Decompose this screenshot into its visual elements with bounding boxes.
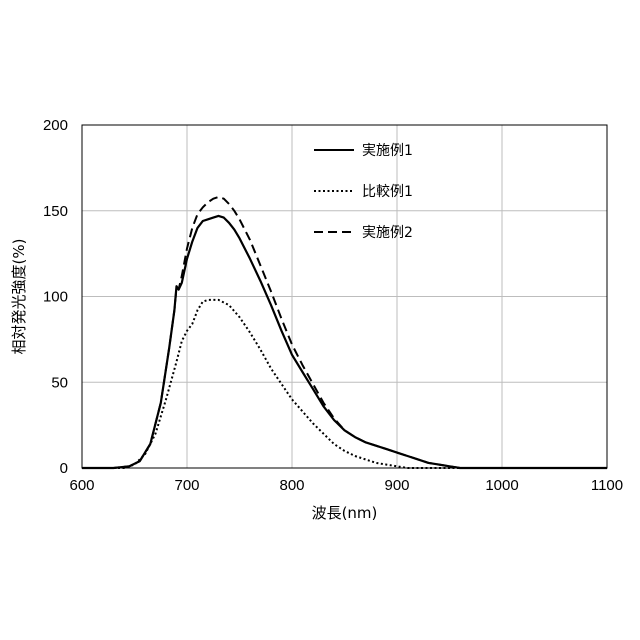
x-tick-label: 600 <box>69 477 94 494</box>
series-line-3 <box>82 197 607 468</box>
y-axis-label: 相対発光強度(%) <box>10 239 28 355</box>
y-tick-label: 150 <box>43 203 68 220</box>
x-axis-label: 波長(nm) <box>312 504 378 522</box>
series-line-2 <box>82 300 607 468</box>
legend-label-1: 実施例1 <box>362 143 413 159</box>
y-tick-label: 50 <box>51 374 68 391</box>
tick-labels: 600 700 800 900 1000 1100 0 50 100 150 200 <box>43 117 623 494</box>
x-tick-label: 1100 <box>591 477 623 494</box>
y-tick-label: 0 <box>60 460 68 477</box>
x-tick-label: 1000 <box>485 477 518 494</box>
legend-label-3: 実施例2 <box>362 225 413 241</box>
y-tick-label: 100 <box>43 289 68 306</box>
series-line-1 <box>82 216 607 468</box>
series-layer <box>82 197 607 468</box>
x-tick-label: 900 <box>384 477 409 494</box>
legend-label-2: 比較例1 <box>362 184 413 200</box>
legend: 実施例1 比較例1 実施例2 <box>314 143 413 241</box>
x-tick-label: 700 <box>174 477 199 494</box>
y-tick-label: 200 <box>43 117 68 134</box>
x-tick-label: 800 <box>279 477 304 494</box>
